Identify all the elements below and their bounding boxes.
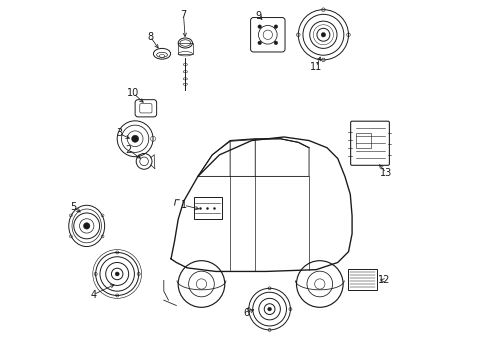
Circle shape [274, 41, 277, 45]
Text: 8: 8 [147, 32, 153, 41]
Text: 7: 7 [180, 10, 186, 20]
Text: 11: 11 [309, 62, 322, 72]
Circle shape [257, 25, 261, 28]
Text: 1: 1 [180, 200, 186, 210]
Circle shape [131, 135, 139, 142]
Circle shape [257, 41, 261, 45]
Text: 9: 9 [255, 11, 262, 21]
Bar [178, 43, 192, 54]
Circle shape [267, 307, 271, 311]
Text: 12: 12 [377, 275, 390, 285]
Text: 6: 6 [243, 308, 249, 318]
Bar [193, 197, 221, 219]
Circle shape [115, 272, 119, 276]
Text: 13: 13 [379, 168, 391, 178]
Text: 3: 3 [116, 129, 122, 138]
Bar [356, 134, 370, 148]
Text: 2: 2 [124, 144, 131, 154]
Text: 5: 5 [70, 202, 76, 212]
Circle shape [321, 32, 325, 37]
Circle shape [274, 25, 277, 28]
Circle shape [83, 223, 90, 229]
Text: 4: 4 [90, 290, 96, 300]
Bar [348, 269, 376, 290]
Text: 10: 10 [127, 88, 139, 98]
